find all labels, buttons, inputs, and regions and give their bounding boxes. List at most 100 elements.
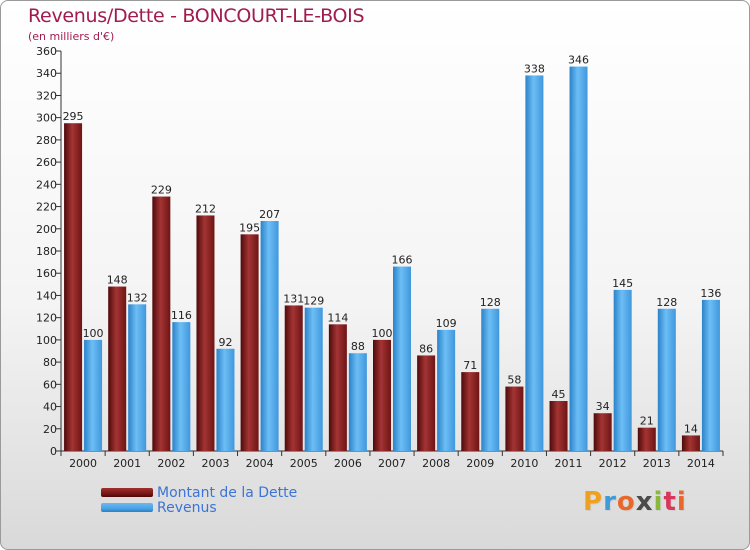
legend-swatch-revenus [101, 503, 153, 512]
data-label: 128 [656, 296, 677, 309]
bar-revenus [172, 322, 191, 451]
logo-letter: r [603, 487, 617, 517]
bar-dette [152, 196, 171, 451]
bar-revenus [657, 308, 676, 451]
data-label: 207 [259, 208, 280, 221]
data-label: 212 [195, 202, 216, 215]
x-tick-label: 2007 [378, 457, 406, 470]
x-tick-label: 2008 [422, 457, 450, 470]
y-tick-label: 340 [36, 67, 57, 80]
bars-layer [64, 66, 720, 452]
data-label: 45 [552, 388, 566, 401]
x-axis: 2000 2001 2002 2003 2004 2005 2006 2007 2008 2009… [60, 450, 724, 470]
x-tick-label: 2004 [246, 457, 274, 470]
data-label: 195 [239, 221, 260, 234]
y-tick-label: 240 [36, 178, 57, 191]
bar-revenus [481, 308, 500, 451]
y-tick-label: 100 [36, 334, 57, 347]
chart-title: Revenus/Dette - BONCOURT-LE-BOIS [28, 5, 365, 27]
logo-letter: P [583, 487, 604, 517]
data-label: 132 [127, 291, 148, 304]
bar-dette [681, 435, 700, 451]
data-label: 295 [63, 110, 84, 123]
bar-revenus [613, 289, 632, 451]
data-label: 100 [372, 327, 393, 340]
data-label: 14 [684, 422, 698, 435]
y-tick-label: 320 [36, 89, 57, 102]
x-tick-label: 2002 [157, 457, 185, 470]
data-label: 145 [612, 277, 633, 290]
bar-revenus [393, 266, 411, 451]
x-tick-label: 2003 [201, 457, 229, 470]
bar-revenus [260, 221, 279, 451]
chart-subtitle: (en milliers d'€) [28, 30, 115, 43]
data-label: 114 [327, 311, 348, 324]
y-axis: 0 20 40 60 80 100 120 140 160 180 200 220 240 260 280 3… [36, 45, 62, 458]
data-label: 116 [171, 309, 192, 322]
y-tick-label: 280 [36, 134, 57, 147]
bar-dette [240, 234, 259, 451]
bar-dette [549, 401, 568, 451]
y-tick-label: 80 [43, 356, 57, 369]
x-tick-label: 2013 [643, 457, 671, 470]
data-label: 136 [700, 287, 721, 300]
bar-dette [328, 324, 347, 451]
data-label: 346 [568, 54, 589, 67]
logo-letter: x [635, 487, 654, 517]
data-label: 229 [151, 184, 172, 197]
bar-revenus [701, 299, 720, 451]
data-label: 129 [303, 295, 324, 308]
data-label: 131 [283, 292, 304, 305]
bar-dette [108, 286, 127, 451]
bar-dette [284, 305, 303, 451]
bar-revenus [304, 307, 323, 451]
data-label: 58 [507, 374, 521, 387]
x-tick-label: 2006 [334, 457, 362, 470]
y-tick-label: 160 [36, 267, 57, 280]
x-tick-label: 2000 [69, 457, 97, 470]
x-tick-label: 2011 [555, 457, 583, 470]
data-label: 86 [419, 342, 433, 355]
y-tick-label: 20 [43, 423, 57, 436]
bar-dette [417, 355, 436, 451]
data-label: 100 [83, 327, 104, 340]
legend-label-revenus: Revenus [157, 500, 217, 516]
bar-revenus [437, 329, 456, 451]
y-tick-label: 220 [36, 201, 57, 214]
bar-revenus [84, 339, 103, 451]
bar-revenus [569, 66, 588, 452]
x-tick-label: 2014 [687, 457, 715, 470]
bar-revenus [216, 348, 235, 451]
logo-letter: o [616, 487, 636, 517]
y-tick-label: 180 [36, 245, 57, 258]
legend-swatch-dette [101, 488, 153, 497]
data-label: 88 [351, 340, 365, 353]
bar-revenus [525, 75, 544, 451]
y-tick-label: 200 [36, 223, 57, 236]
bar-revenus [348, 353, 367, 451]
y-tick-label: 120 [36, 312, 57, 325]
y-tick-label: 140 [36, 289, 57, 302]
y-tick-label: 40 [43, 401, 57, 414]
x-tick-label: 2001 [113, 457, 141, 470]
data-label: 148 [107, 274, 128, 287]
x-tick-label: 2009 [466, 457, 494, 470]
x-tick-label: 2005 [290, 457, 318, 470]
data-label: 34 [596, 400, 610, 413]
data-label: 166 [392, 254, 413, 267]
data-label: 21 [640, 415, 654, 428]
data-label: 71 [463, 359, 477, 372]
data-label: 109 [436, 317, 457, 330]
proxiti-logo: Proxiti [583, 487, 687, 517]
bar-dette [593, 413, 612, 451]
bar-dette [373, 339, 391, 451]
data-label: 92 [218, 336, 232, 349]
x-tick-label: 2010 [510, 457, 538, 470]
bar-revenus [128, 304, 147, 451]
bar-dette [64, 123, 83, 451]
logo-letter: t [663, 487, 677, 517]
data-label: 338 [524, 62, 545, 75]
